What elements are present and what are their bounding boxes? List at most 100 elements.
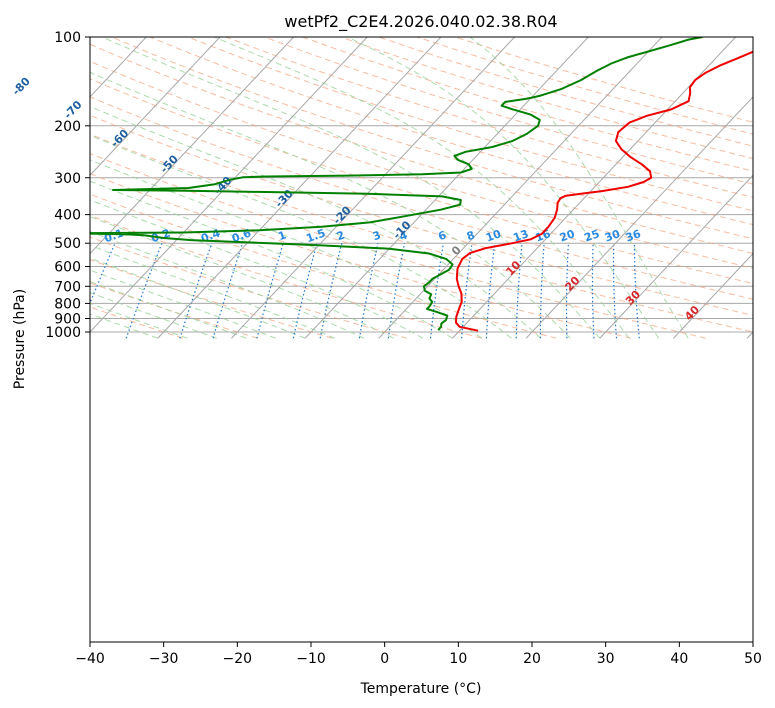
moist-adiabat-line (90, 199, 424, 339)
isotherm-line (525, 96, 753, 339)
isotherm-line (90, 37, 221, 176)
y-axis-label: Pressure (hPa) (12, 289, 28, 389)
x-tick-label: −30 (149, 651, 179, 667)
isotherm-label: 0 (449, 243, 464, 258)
isotherm-line (673, 252, 753, 339)
dry-adiabat-line (454, 37, 753, 123)
mixing-ratio-label: 0.2 (149, 226, 172, 245)
mixing-ratio-label: 0.4 (199, 226, 222, 245)
mixing-ratio-label: 2 (335, 228, 347, 243)
x-axis-ticks: −40 −30 −20 −10 0 10 20 30 40 50 (75, 642, 762, 667)
x-tick-label: 30 (597, 651, 615, 667)
mixing-ratio-line (539, 243, 545, 339)
x-tick-label: 40 (670, 651, 688, 667)
x-tick-label: 0 (380, 651, 389, 667)
sounding-profiles (90, 37, 753, 332)
mixing-ratio-line (256, 243, 284, 339)
x-tick-label: −10 (296, 651, 326, 667)
dry-adiabat-line (90, 214, 482, 339)
x-tick-label: −40 (75, 651, 105, 667)
mixing-ratio-label: 36 (624, 227, 643, 245)
mixing-ratio-line (612, 243, 618, 339)
y-tick-label: 700 (54, 279, 81, 295)
isotherm-line (746, 331, 753, 339)
mixing-ratio-lines (90, 242, 640, 339)
mixing-ratio-label: 8 (465, 228, 477, 243)
chart-title: wetPf2_C2E4.2026.040.02.38.R04 (284, 12, 557, 32)
isotherm-line (599, 174, 753, 339)
moist-adiabat-line (90, 269, 276, 339)
mixing-ratio-label: 4 (398, 228, 410, 243)
isotherm-label: 40 (682, 303, 702, 323)
dry-adiabat-line (90, 153, 706, 339)
mixing-ratio-label: 1.5 (304, 226, 327, 245)
mixing-ratio-line (179, 242, 213, 339)
moist-adiabat-line (90, 280, 247, 339)
dry-adiabat-line (187, 37, 753, 212)
dry-adiabat-line (340, 37, 753, 160)
isotherm-label: 20 (562, 274, 582, 294)
y-tick-label: 1000 (45, 325, 81, 341)
y-tick-label: 500 (54, 236, 81, 252)
x-tick-label: 20 (523, 651, 541, 667)
mixing-ratio-line (292, 243, 318, 339)
x-tick-label: 10 (449, 651, 467, 667)
mixing-ratio-label: 10 (484, 227, 503, 245)
moist-adiabat-line (469, 37, 689, 339)
isotherm-label: -40 (211, 174, 234, 198)
mixing-ratio-label: 16 (534, 227, 553, 245)
isotherm-line (231, 37, 515, 339)
moist-adiabat-line (90, 302, 188, 339)
moist-adiabat-line (90, 71, 571, 339)
y-tick-label: 600 (54, 260, 81, 276)
moist-adiabat-line (102, 37, 601, 339)
isotherm-line (90, 37, 368, 333)
dry-adiabat-line (90, 43, 753, 254)
mixing-ratio-line (212, 242, 244, 339)
isotherm-label: -60 (108, 127, 131, 151)
temperature-profile-line (455, 50, 753, 332)
y-tick-label: 300 (54, 171, 81, 187)
dry-adiabat-line (90, 259, 333, 339)
x-tick-label: −20 (223, 651, 253, 667)
isotherm-line (90, 37, 294, 255)
pressure-grid (90, 37, 753, 333)
skewed-isotherms (90, 37, 753, 339)
x-axis-label: Temperature (°C) (360, 681, 482, 697)
dry-adiabat-line (90, 78, 753, 285)
dry-adiabats (90, 37, 753, 339)
moist-adiabat-line (90, 216, 394, 339)
moist-adiabat-line (90, 180, 453, 339)
moist-adiabat-line (347, 37, 660, 339)
isotherm-line (304, 37, 589, 339)
mixing-ratio-label: 3 (371, 228, 383, 243)
isotherm-line (90, 37, 147, 98)
plot-frame (89, 36, 754, 643)
y-tick-label: 900 (54, 312, 81, 328)
isotherm-label: -80 (10, 75, 33, 99)
moist-adiabat-line (90, 292, 217, 339)
isotherm-line (157, 37, 442, 339)
mixing-ratio-line (319, 243, 343, 339)
dry-adiabat-line (416, 37, 753, 135)
mixing-ratio-line (358, 243, 379, 339)
moist-adiabat-line (90, 244, 335, 339)
dry-adiabat-line (90, 193, 557, 339)
moist-adiabat-line (90, 105, 542, 339)
mixing-ratio-label: 0.1 (102, 226, 125, 245)
moist-adiabat-line (90, 134, 512, 339)
y-tick-label: 800 (54, 296, 81, 312)
dry-adiabat-line (264, 37, 753, 185)
x-tick-label: 50 (744, 651, 762, 667)
isotherm-line (378, 37, 663, 339)
isotherm-label: -50 (158, 152, 181, 176)
dry-adiabat-line (90, 173, 632, 339)
mixing-ratio-label: 20 (558, 227, 577, 245)
mixing-ratio-label: 25 (582, 227, 601, 244)
dewpoint-profile-line (90, 37, 703, 331)
moist-adiabat-line (90, 231, 365, 339)
mixing-ratio-line (125, 242, 163, 339)
mixing-ratio-line (90, 242, 116, 305)
